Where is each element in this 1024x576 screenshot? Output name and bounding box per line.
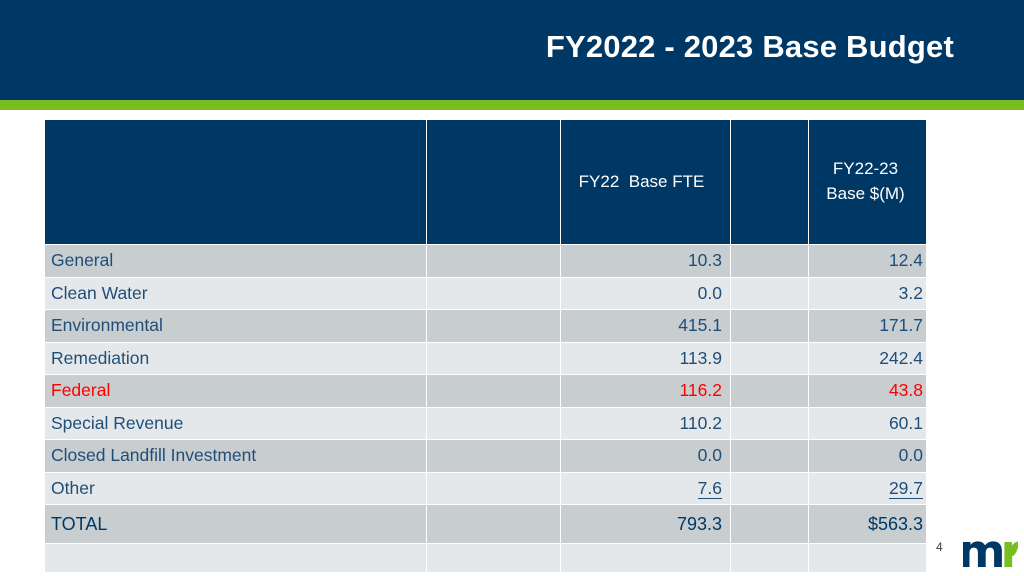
blank-gap1 [426, 543, 561, 573]
row-dollar-value: 242.4 [808, 341, 927, 375]
row-gap1 [426, 406, 561, 440]
row-gap1 [426, 341, 561, 375]
total-fte-value: 793.3 [560, 504, 731, 544]
table-row: Special Revenue 110.2 60.1 [44, 406, 927, 440]
blank-label [44, 543, 427, 573]
blank-gap2 [730, 543, 809, 573]
table-row-federal: Federal 116.2 43.8 [44, 374, 927, 408]
row-dollar-value: 43.8 [808, 374, 927, 408]
table-body: General 10.3 12.4 Clean Water 0.0 3.2 En… [44, 244, 927, 573]
table-row-blank [44, 543, 927, 573]
total-gap2 [730, 504, 809, 544]
row-gap1 [426, 471, 561, 505]
row-dollar-value: 0.0 [808, 439, 927, 473]
table-row: Closed Landfill Investment 0.0 0.0 [44, 439, 927, 473]
row-fte-value: 113.9 [560, 341, 731, 375]
row-dollar-cell: 29.7 [808, 471, 927, 505]
header-cell-fte: FY22 Base FTE [560, 119, 731, 245]
row-label: Closed Landfill Investment [44, 439, 427, 473]
row-gap2 [730, 406, 809, 440]
row-dollar-value: 60.1 [808, 406, 927, 440]
row-gap1 [426, 244, 561, 278]
header-row: FY22 Base FTE FY22-23 Base $(M) [44, 119, 927, 245]
row-fte-value: 415.1 [560, 309, 731, 343]
total-dollar-value: $563.3 [808, 504, 927, 544]
row-gap2 [730, 471, 809, 505]
row-gap2 [730, 374, 809, 408]
row-fte-value: 116.2 [560, 374, 731, 408]
row-fte-value: 0.0 [560, 276, 731, 310]
row-fte-value: 0.0 [560, 439, 731, 473]
row-gap1 [426, 276, 561, 310]
header-cell-gap2 [730, 119, 809, 245]
budget-table: FY22 Base FTE FY22-23 Base $(M) General … [44, 119, 927, 573]
table-row: Environmental 415.1 171.7 [44, 309, 927, 343]
blank-dollar [808, 543, 927, 573]
header-dollar-line2: Base $(M) [826, 184, 905, 203]
row-gap2 [730, 244, 809, 278]
mn-logo-icon [963, 541, 1020, 567]
total-label: TOTAL [44, 504, 427, 544]
row-label: Remediation [44, 341, 427, 375]
page-title: FY2022 - 2023 Base Budget [545, 29, 954, 64]
table-row: General 10.3 12.4 [44, 244, 927, 278]
row-gap1 [426, 439, 561, 473]
row-dollar-value: 3.2 [808, 276, 927, 310]
total-gap1 [426, 504, 561, 544]
row-gap2 [730, 341, 809, 375]
table-row: Other 7.6 29.7 [44, 471, 927, 505]
row-dollar-value: 171.7 [808, 309, 927, 343]
mn-state-logo [962, 533, 1020, 571]
row-dollar-value: 12.4 [808, 244, 927, 278]
row-gap1 [426, 309, 561, 343]
row-fte-cell: 7.6 [560, 471, 731, 505]
row-label: General [44, 244, 427, 278]
header-dollar-line1: FY22-23 [832, 159, 899, 179]
header-fte-text: FY22 Base FTE [578, 171, 705, 191]
row-label: Clean Water [44, 276, 427, 310]
page-number: 4 [936, 540, 943, 554]
row-fte-value: 7.6 [697, 477, 722, 499]
row-label: Other [44, 471, 427, 505]
table-row-total: TOTAL 793.3 $563.3 [44, 504, 927, 544]
green-accent-rule [0, 100, 1024, 110]
row-gap2 [730, 439, 809, 473]
row-dollar-value: 29.7 [888, 477, 923, 499]
title-banner: FY2022 - 2023 Base Budget [0, 0, 1024, 100]
row-gap1 [426, 374, 561, 408]
header-cell-gap1 [426, 119, 561, 245]
row-gap2 [730, 309, 809, 343]
blank-fte [560, 543, 731, 573]
row-gap2 [730, 276, 809, 310]
row-fte-value: 10.3 [560, 244, 731, 278]
table-header: FY22 Base FTE FY22-23 Base $(M) [44, 119, 927, 245]
row-fte-value: 110.2 [560, 406, 731, 440]
header-cell-dollar: FY22-23 Base $(M) [808, 119, 927, 245]
row-label: Environmental [44, 309, 427, 343]
row-label: Federal [44, 374, 427, 408]
table-row: Clean Water 0.0 3.2 [44, 276, 927, 310]
header-cell-label [44, 119, 427, 245]
row-label: Special Revenue [44, 406, 427, 440]
table-row: Remediation 113.9 242.4 [44, 341, 927, 375]
